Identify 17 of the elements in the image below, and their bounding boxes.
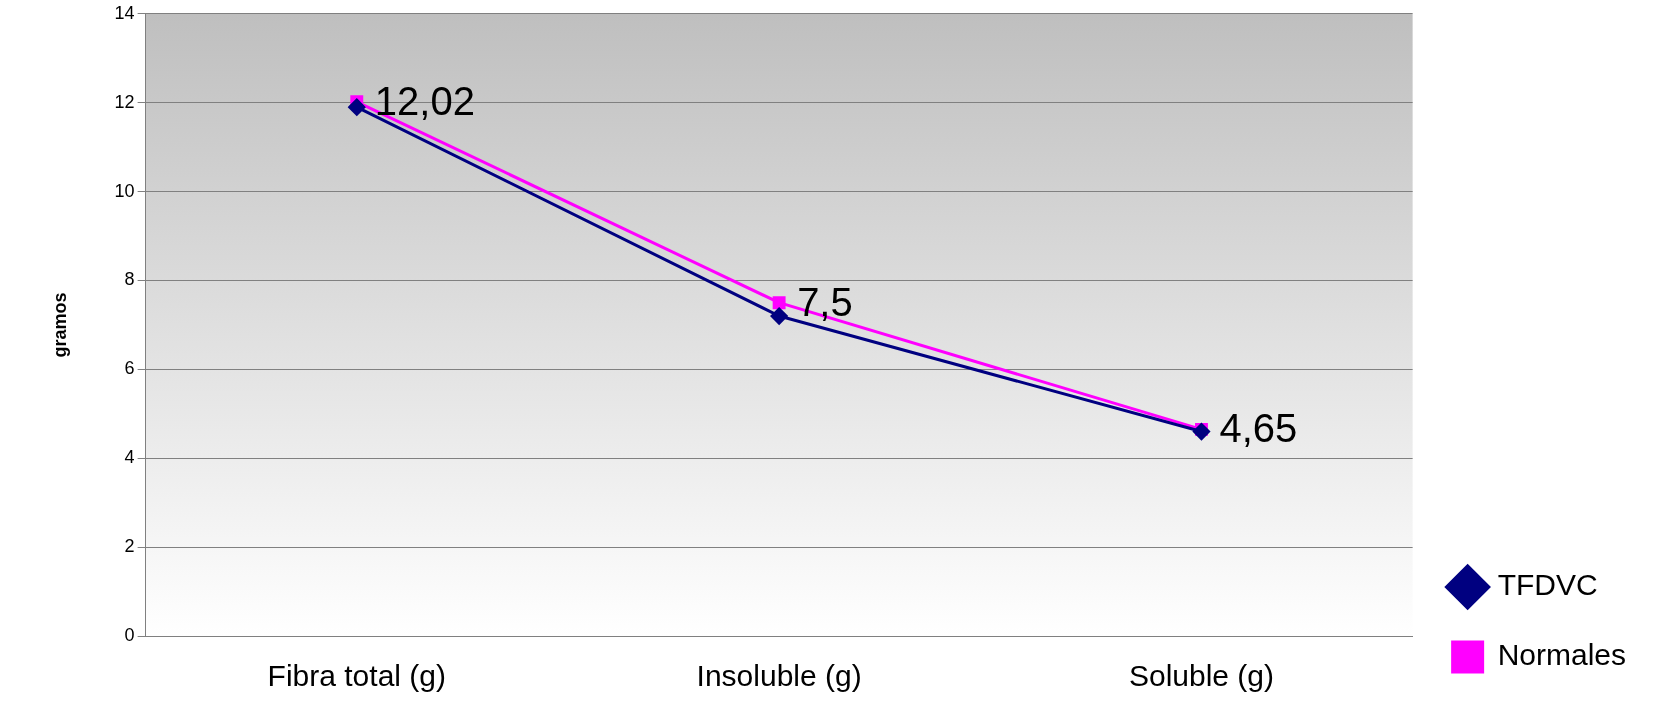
legend-label: Normales [1497, 638, 1627, 672]
y-tick-label: 12 [114, 91, 135, 112]
y-tick-label: 2 [124, 536, 135, 557]
y-tick-label: 6 [124, 358, 135, 379]
legend-label: TFDVC [1497, 568, 1598, 602]
y-tick-label: 14 [114, 2, 135, 23]
y-tick-label: 8 [124, 269, 135, 290]
x-tick-label: Insoluble (g) [696, 659, 862, 693]
y-axis-title: gramos [49, 292, 70, 358]
data-label: 7,5 [797, 279, 853, 324]
data-label: 4,65 [1219, 406, 1298, 451]
data-label: 12,02 [374, 78, 475, 123]
x-tick-label: Fibra total (g) [267, 659, 446, 693]
y-tick-label: 4 [124, 447, 135, 468]
y-tick-label: 10 [114, 180, 135, 201]
y-tick-label: 0 [124, 624, 135, 645]
x-tick-label: Soluble (g) [1128, 659, 1275, 693]
